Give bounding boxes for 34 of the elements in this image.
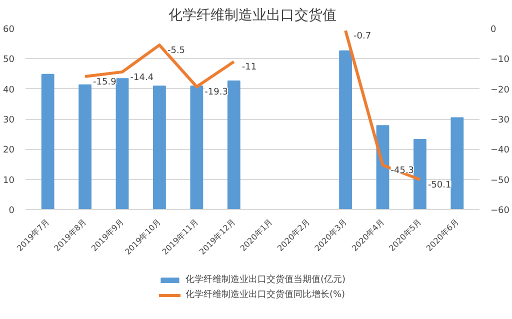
legend-label: 化学纤维制造业出口交货值同比增长(%) (185, 288, 346, 301)
data-label: -0.7 (354, 32, 372, 42)
data-label: -50.1 (428, 180, 452, 191)
y2-tick-label: −60 (490, 206, 510, 216)
y2-tick-label: −30 (490, 116, 510, 126)
y-tick-label: 40 (3, 85, 15, 96)
bar (190, 86, 204, 210)
bar (227, 80, 240, 210)
y-tick-label: 30 (3, 116, 15, 126)
y2-tick-label: −10 (490, 55, 510, 66)
y-tick-label: 10 (3, 176, 15, 186)
bar (116, 78, 129, 210)
y2-tick-label: −50 (490, 176, 510, 186)
y-tick-label: 50 (3, 55, 15, 66)
legend-label: 化学纤维制造业出口交货值当期值(亿元) (185, 274, 346, 286)
bar (78, 84, 92, 210)
data-label: -15.9 (93, 77, 117, 88)
y-tick-label: 60 (3, 25, 15, 35)
bar (450, 117, 464, 210)
chart-title: 化学纤维制造业出口交货值 (168, 8, 336, 24)
data-label: -19.3 (204, 88, 228, 98)
y-tick-label: 0 (8, 206, 15, 216)
y2-tick-label: 0 (490, 25, 496, 35)
y2-tick-label: −40 (490, 146, 510, 156)
bar (153, 86, 166, 210)
y-tick-label: 20 (3, 146, 15, 156)
data-label: -11 (242, 62, 257, 73)
data-label: -45.3 (390, 166, 414, 176)
y2-tick-label: −20 (490, 85, 510, 96)
data-label: -5.5 (167, 46, 186, 56)
data-label: -14.4 (130, 72, 154, 83)
bar (339, 50, 352, 210)
bar (41, 74, 54, 210)
bar (414, 139, 426, 210)
